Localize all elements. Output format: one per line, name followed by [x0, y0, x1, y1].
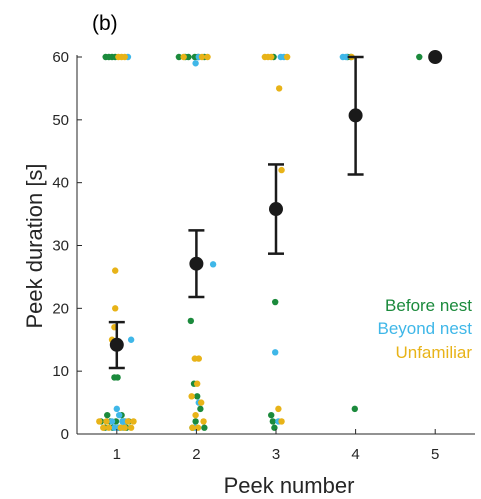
- data-point-unfamiliar: [278, 166, 285, 174]
- data-point-before-nest: [272, 298, 279, 306]
- data-point-unfamiliar: [96, 418, 103, 425]
- data-point-beyond-nest: [127, 336, 135, 343]
- x-tick-label: 5: [431, 446, 439, 463]
- mean-marker: [428, 50, 443, 64]
- plot-area: 0 10 20 30 40 50 60 1 2 3 4 5: [52, 49, 475, 463]
- data-point-before-nest: [201, 424, 208, 431]
- y-tick-label: 10: [52, 363, 69, 380]
- legend-item-beyond-nest: Beyond nest: [377, 319, 472, 338]
- y-tick-label: 20: [52, 300, 69, 317]
- data-point-unfamiliar: [112, 267, 119, 274]
- y-tick-label: 50: [52, 112, 69, 129]
- data-point-unfamiliar: [121, 53, 128, 61]
- data-point-before-nest: [185, 53, 192, 61]
- mean-marker: [109, 337, 124, 352]
- mean-marker: [348, 108, 363, 123]
- data-point-unfamiliar: [275, 405, 282, 413]
- data-point-before-nest: [187, 317, 195, 325]
- panel-label: (b): [92, 12, 118, 35]
- y-tick-label: 40: [52, 175, 69, 192]
- x-tick-label: 1: [113, 446, 121, 463]
- data-point-unfamiliar: [103, 418, 110, 425]
- x-tick-label: 4: [351, 446, 359, 463]
- data-point-before-nest: [114, 374, 121, 381]
- data-point-unfamiliar: [198, 53, 206, 61]
- axes: 0 10 20 30 40 50 60 1 2 3 4 5: [52, 49, 475, 463]
- legend: Before nest Beyond nest Unfamiliar: [377, 296, 472, 362]
- data-point-unfamiliar: [204, 53, 211, 61]
- data-point-unfamiliar: [130, 418, 137, 425]
- data-point-unfamiliar: [100, 424, 107, 431]
- data-point-unfamiliar: [268, 53, 275, 61]
- data-point-unfamiliar: [194, 424, 202, 431]
- x-tick-label: 3: [272, 446, 280, 463]
- data-point-before-nest: [416, 53, 423, 61]
- data-point-before-nest: [104, 411, 111, 419]
- data-point-beyond-nest: [209, 261, 217, 268]
- legend-item-before-nest: Before nest: [385, 296, 472, 315]
- data-point-before-nest: [268, 411, 275, 419]
- data-point-before-nest: [271, 424, 278, 431]
- data-point-beyond-nest: [111, 424, 118, 431]
- data-point-unfamiliar: [283, 53, 291, 61]
- data-point-unfamiliar: [112, 305, 119, 312]
- data-point-unfamiliar: [105, 424, 113, 431]
- data-point-unfamiliar: [180, 53, 187, 61]
- data-point-before-nest: [193, 393, 201, 400]
- data-point-unfamiliar: [278, 418, 285, 425]
- mean-markers: [108, 50, 443, 370]
- data-point-unfamiliar: [197, 399, 205, 406]
- data-points: [96, 53, 423, 431]
- data-point-unfamiliar: [189, 424, 196, 431]
- mean-marker: [189, 256, 204, 271]
- y-tick-label: 0: [61, 426, 69, 443]
- mean-marker: [269, 202, 283, 217]
- data-point-beyond-nest: [272, 349, 279, 356]
- data-point-beyond-nest: [113, 405, 121, 413]
- y-axis-label: Peek duration [s]: [22, 163, 47, 328]
- data-point-beyond-nest: [192, 60, 199, 67]
- x-tick-label: 2: [192, 446, 200, 463]
- legend-item-unfamiliar: Unfamiliar: [395, 343, 472, 362]
- data-point-unfamiliar: [195, 355, 202, 362]
- y-tick-label: 30: [52, 238, 69, 255]
- y-tick-label: 60: [52, 49, 69, 66]
- data-point-unfamiliar: [121, 424, 128, 431]
- x-axis-label: Peek number: [224, 473, 355, 498]
- data-point-unfamiliar: [127, 424, 135, 431]
- data-point-unfamiliar: [192, 411, 199, 419]
- data-point-before-nest: [192, 418, 199, 425]
- data-point-before-nest: [351, 405, 359, 413]
- data-point-beyond-nest: [108, 418, 116, 425]
- data-point-unfamiliar: [275, 85, 283, 92]
- data-point-unfamiliar: [188, 393, 195, 400]
- data-point-before-nest: [269, 418, 277, 425]
- data-point-beyond-nest: [115, 411, 123, 419]
- data-point-beyond-nest: [342, 53, 350, 61]
- data-point-unfamiliar: [124, 418, 132, 425]
- data-point-before-nest: [197, 405, 204, 413]
- data-point-unfamiliar: [200, 418, 207, 425]
- data-point-unfamiliar: [193, 380, 201, 387]
- data-point-before-nest: [175, 53, 183, 61]
